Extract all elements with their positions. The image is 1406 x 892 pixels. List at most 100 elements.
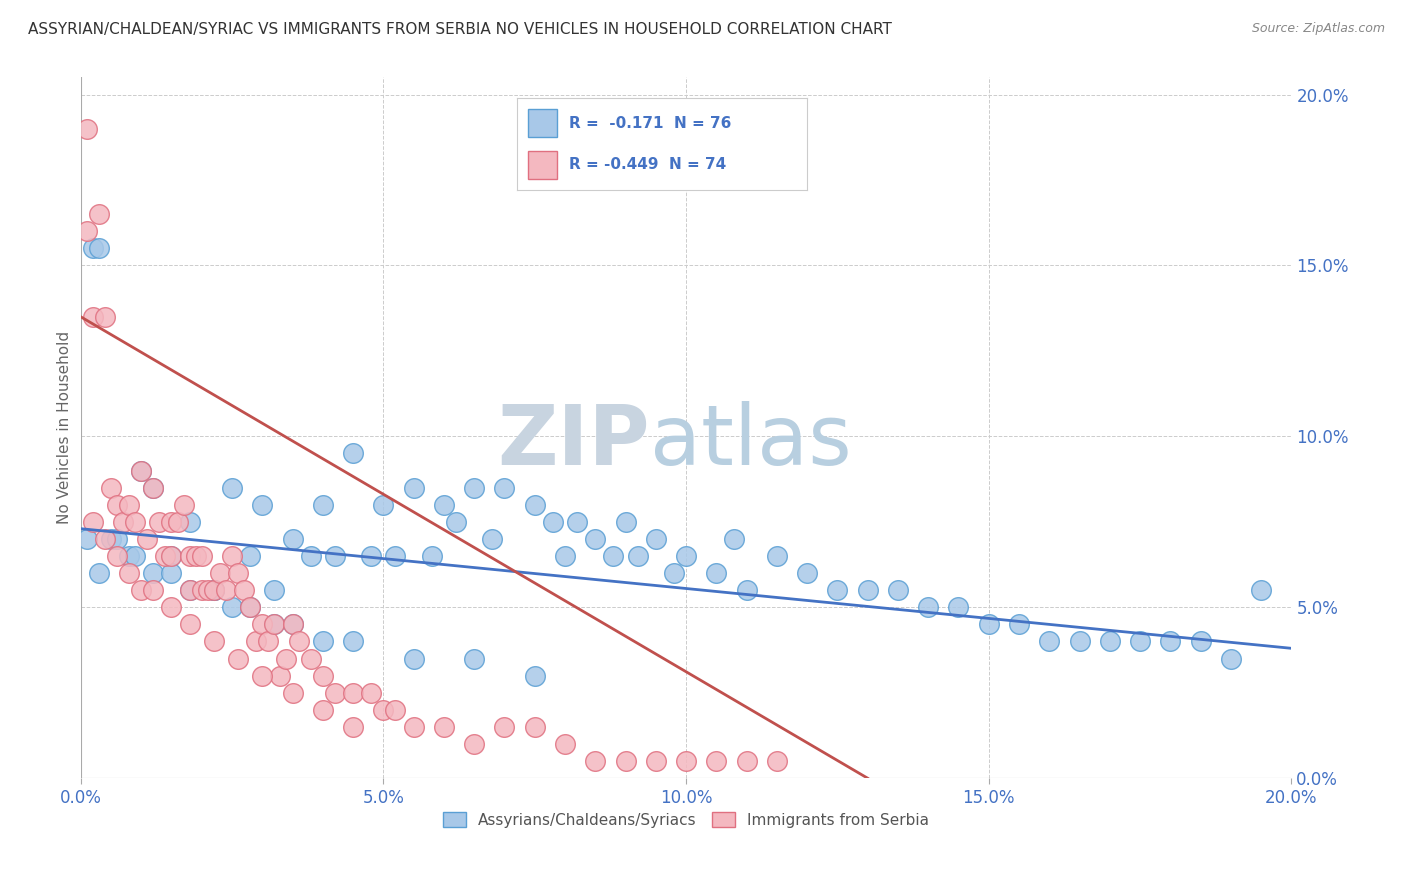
Point: [82, 515, 104, 529]
Point: [1159, 634, 1181, 648]
Point: [269, 668, 291, 682]
Point: [160, 515, 183, 529]
Point: [129, 464, 152, 478]
Point: [312, 498, 335, 512]
Point: [463, 651, 485, 665]
Point: [226, 566, 249, 581]
Point: [463, 481, 485, 495]
Point: [917, 600, 939, 615]
Point: [202, 634, 225, 648]
Point: [735, 583, 758, 598]
Point: [299, 549, 322, 563]
Point: [675, 549, 697, 563]
Point: [252, 617, 274, 632]
Point: [583, 532, 606, 546]
Point: [1069, 634, 1091, 648]
Point: [402, 651, 425, 665]
Point: [136, 532, 159, 546]
Point: [82, 241, 104, 255]
Point: [76, 121, 98, 136]
Point: [197, 583, 219, 598]
Point: [402, 720, 425, 734]
Point: [796, 566, 818, 581]
Point: [614, 515, 637, 529]
Point: [215, 583, 238, 598]
Point: [221, 600, 243, 615]
Point: [481, 532, 503, 546]
Point: [766, 549, 789, 563]
Point: [221, 481, 243, 495]
Point: [142, 481, 165, 495]
Point: [565, 515, 588, 529]
Y-axis label: No Vehicles in Household: No Vehicles in Household: [58, 331, 72, 524]
Point: [239, 549, 262, 563]
Point: [124, 549, 146, 563]
Text: Source: ZipAtlas.com: Source: ZipAtlas.com: [1251, 22, 1385, 36]
Point: [323, 549, 346, 563]
Point: [342, 686, 364, 700]
Point: [76, 532, 98, 546]
Point: [281, 617, 304, 632]
Point: [602, 549, 624, 563]
Point: [94, 532, 117, 546]
Point: [1219, 651, 1241, 665]
Point: [342, 446, 364, 460]
Point: [360, 549, 382, 563]
Point: [221, 549, 243, 563]
Point: [342, 720, 364, 734]
Point: [276, 651, 298, 665]
Point: [948, 600, 970, 615]
Point: [226, 651, 249, 665]
Point: [827, 583, 849, 598]
Point: [735, 754, 758, 768]
Point: [662, 566, 685, 581]
Point: [129, 464, 152, 478]
Point: [1189, 634, 1212, 648]
Point: [1038, 634, 1060, 648]
Point: [384, 549, 406, 563]
Point: [252, 498, 274, 512]
Point: [644, 754, 666, 768]
Point: [257, 634, 280, 648]
Text: ZIP: ZIP: [498, 401, 650, 483]
Point: [76, 224, 98, 238]
Point: [977, 617, 1000, 632]
Point: [420, 549, 443, 563]
Point: [444, 515, 467, 529]
Point: [342, 634, 364, 648]
Point: [160, 549, 183, 563]
Point: [82, 310, 104, 324]
Point: [627, 549, 650, 563]
Point: [494, 720, 516, 734]
Point: [263, 617, 285, 632]
Point: [233, 583, 256, 598]
Point: [312, 703, 335, 717]
Point: [142, 583, 165, 598]
Point: [675, 754, 697, 768]
Point: [202, 583, 225, 598]
Point: [287, 634, 309, 648]
Point: [704, 754, 727, 768]
Point: [142, 566, 165, 581]
Point: [523, 720, 546, 734]
Point: [281, 532, 304, 546]
Point: [644, 532, 666, 546]
Point: [433, 720, 456, 734]
Point: [202, 583, 225, 598]
Point: [179, 617, 201, 632]
Point: [179, 515, 201, 529]
Point: [263, 617, 285, 632]
Point: [179, 583, 201, 598]
Point: [723, 532, 745, 546]
Point: [281, 686, 304, 700]
Point: [1129, 634, 1152, 648]
Point: [402, 481, 425, 495]
Point: [523, 498, 546, 512]
Text: ASSYRIAN/CHALDEAN/SYRIAC VS IMMIGRANTS FROM SERBIA NO VEHICLES IN HOUSEHOLD CORR: ASSYRIAN/CHALDEAN/SYRIAC VS IMMIGRANTS F…: [28, 22, 891, 37]
Point: [887, 583, 910, 598]
Point: [94, 310, 117, 324]
Point: [384, 703, 406, 717]
Point: [312, 668, 335, 682]
Point: [281, 617, 304, 632]
Point: [208, 566, 231, 581]
